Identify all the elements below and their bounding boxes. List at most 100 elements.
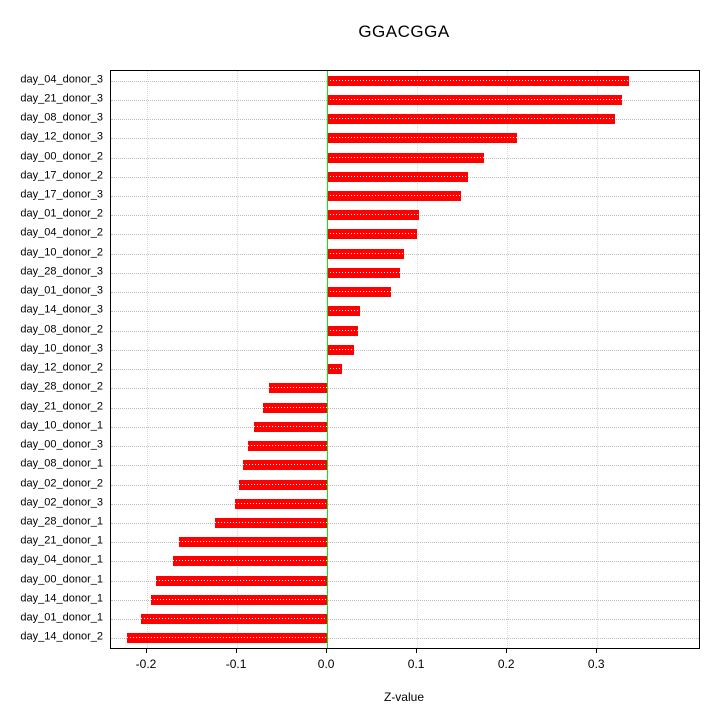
bar-day_04_donor_2 [327, 229, 418, 240]
bar-day_28_donor_2 [269, 383, 328, 394]
bar-day_12_donor_3 [327, 133, 518, 144]
bar-day_04_donor_1 [173, 556, 328, 567]
bar-day_28_donor_3 [327, 267, 401, 278]
bar-day_04_donor_3 [327, 75, 629, 86]
x-tick [416, 648, 418, 653]
horizontal-gridline [111, 446, 699, 448]
y-axis-label: day_01_donor_3 [20, 284, 103, 297]
y-axis-label: day_21_donor_3 [20, 92, 103, 105]
horizontal-gridline [111, 542, 699, 544]
vertical-gridline [417, 71, 419, 648]
x-tick-label: 0.2 [497, 657, 515, 671]
horizontal-gridline [111, 465, 699, 467]
y-axis-label: day_14_donor_2 [20, 630, 103, 643]
y-axis-label: day_04_donor_1 [20, 553, 103, 566]
horizontal-gridline [111, 292, 699, 294]
horizontal-gridline [111, 484, 699, 486]
vertical-gridline [507, 71, 509, 648]
zero-reference-line [327, 71, 329, 648]
bar-day_01_donor_2 [327, 210, 419, 221]
horizontal-gridline [111, 619, 699, 621]
y-axis-label: day_00_donor_3 [20, 438, 103, 451]
x-tick-label: -0.2 [135, 657, 157, 671]
bar-day_28_donor_1 [215, 517, 328, 528]
x-tick [506, 648, 508, 653]
bar-day_14_donor_2 [127, 633, 328, 644]
bar-day_10_donor_1 [254, 421, 328, 432]
y-axis-label: day_04_donor_2 [20, 226, 103, 239]
horizontal-gridline [111, 503, 699, 505]
bar-day_21_donor_2 [263, 402, 328, 413]
horizontal-gridline [111, 311, 699, 313]
y-axis-label: day_28_donor_2 [20, 380, 103, 393]
y-axis-label: day_21_donor_1 [20, 534, 103, 547]
y-axis-label: day_02_donor_3 [20, 496, 103, 509]
y-axis-label: day_08_donor_2 [20, 323, 103, 336]
bar-day_08_donor_1 [243, 460, 328, 471]
x-axis: -0.2 -0.1 0.0 0.1 0.2 0.3 [110, 648, 698, 682]
bar-day_02_donor_3 [235, 498, 328, 509]
y-axis-label: day_28_donor_1 [20, 515, 103, 528]
bar-day_01_donor_1 [140, 614, 328, 625]
bar-day_00_donor_2 [327, 152, 484, 163]
y-axis-labels: day_04_donor_3 day_21_donor_3 day_08_donor… [0, 70, 103, 647]
x-tick-label: 0.0 [317, 657, 335, 671]
bar-day_10_donor_3 [327, 344, 355, 355]
bar-day_12_donor_2 [327, 364, 342, 375]
y-axis-label: day_28_donor_3 [20, 265, 103, 278]
bar-day_10_donor_2 [327, 248, 404, 259]
x-axis-title: Z-value [383, 690, 424, 704]
horizontal-gridline [111, 638, 699, 640]
horizontal-gridline [111, 599, 699, 601]
bar-day_14_donor_1 [150, 594, 328, 605]
bar-day_17_donor_2 [327, 171, 469, 182]
y-axis-label: day_04_donor_3 [20, 73, 103, 86]
y-axis-label: day_10_donor_1 [20, 419, 103, 432]
bar-day_02_donor_2 [238, 479, 328, 490]
y-axis-label: day_00_donor_2 [20, 150, 103, 163]
horizontal-gridline [111, 388, 699, 390]
horizontal-gridline [111, 253, 699, 255]
horizontal-gridline [111, 407, 699, 409]
y-axis-label: day_17_donor_2 [20, 169, 103, 182]
y-axis-label: day_12_donor_2 [20, 361, 103, 374]
x-tick [236, 648, 238, 653]
plot-area [110, 70, 700, 649]
x-tick-label: -0.1 [225, 657, 247, 671]
vertical-gridline [147, 71, 149, 648]
y-axis-label: day_01_donor_2 [20, 207, 103, 220]
y-axis-label: day_00_donor_1 [20, 573, 103, 586]
horizontal-gridline [111, 580, 699, 582]
horizontal-gridline [111, 522, 699, 524]
bar-day_00_donor_1 [156, 575, 328, 586]
vertical-gridline [597, 71, 599, 648]
y-axis-label: day_08_donor_3 [20, 111, 103, 124]
x-tick [596, 648, 598, 653]
horizontal-gridline [111, 369, 699, 371]
bar-day_17_donor_3 [327, 191, 462, 202]
bar-day_08_donor_3 [327, 114, 616, 125]
x-tick [326, 648, 328, 653]
horizontal-gridline [111, 426, 699, 428]
bar-day_14_donor_3 [327, 306, 360, 317]
y-axis-label: day_12_donor_3 [20, 130, 103, 143]
y-axis-label: day_02_donor_2 [20, 477, 103, 490]
y-axis-label: day_14_donor_1 [20, 592, 103, 605]
y-axis-label: day_17_donor_3 [20, 188, 103, 201]
horizontal-gridline [111, 561, 699, 563]
chart-title: GGACGGA [358, 22, 450, 41]
horizontal-gridline [111, 272, 699, 274]
y-axis-label: day_01_donor_1 [20, 611, 103, 624]
x-tick [146, 648, 148, 653]
x-tick-label: 0.3 [587, 657, 605, 671]
x-tick-label: 0.1 [407, 657, 425, 671]
y-axis-label: day_21_donor_2 [20, 400, 103, 413]
y-axis-label: day_10_donor_2 [20, 246, 103, 259]
bar-day_21_donor_3 [327, 94, 623, 105]
bar-day_21_donor_1 [179, 537, 328, 548]
y-axis-label: day_10_donor_3 [20, 342, 103, 355]
vertical-gridline [237, 71, 239, 648]
y-axis-label: day_14_donor_3 [20, 303, 103, 316]
bar-day_00_donor_3 [247, 441, 328, 452]
